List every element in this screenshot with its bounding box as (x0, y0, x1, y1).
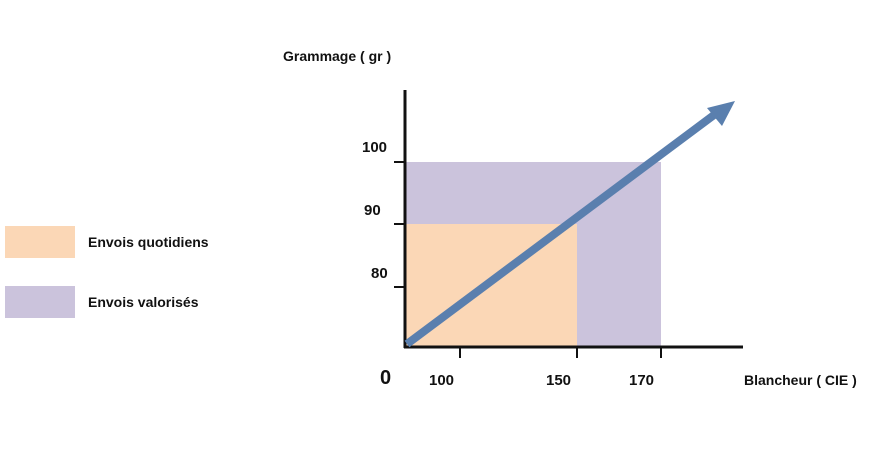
origin-label: 0 (380, 367, 392, 389)
trend-arrow (404, 101, 735, 348)
legend-label-envois-quotidiens: Envois quotidiens (88, 234, 209, 250)
x-tick-label-170: 170 (629, 372, 655, 389)
y-tick-label-100: 100 (362, 139, 388, 156)
legend-swatch-envois-quotidiens (5, 226, 75, 258)
y-tick-label-90: 90 (364, 202, 381, 219)
legend-label-envois-valorises: Envois valorisés (88, 294, 199, 310)
y-tick-label-80: 80 (371, 265, 388, 282)
x-axis-label: Blancheur ( CIE ) (744, 372, 857, 388)
x-tick-label-150: 150 (546, 372, 572, 389)
x-tick-label-100: 100 (429, 372, 455, 389)
legend-swatch-envois-valorises (5, 286, 75, 318)
y-axis-label: Grammage ( gr ) (283, 48, 392, 64)
